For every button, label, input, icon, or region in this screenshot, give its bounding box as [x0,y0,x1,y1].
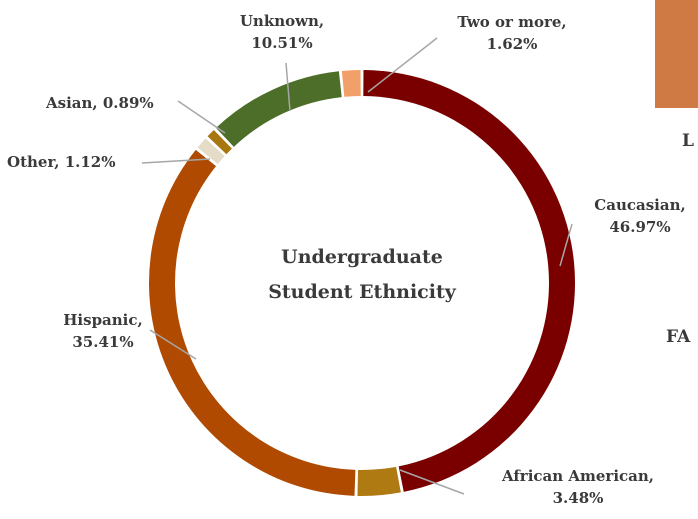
thumbnail-image [655,0,698,108]
data-label-unknown: Unknown, [240,12,324,30]
slice-african-american [357,466,401,496]
chart-title-line-2: Student Ethnicity [268,281,457,303]
slice-unknown [216,71,342,147]
slice-asian [207,129,232,155]
data-label-value-unknown: 10.51% [251,34,312,52]
data-label-hispanic: Hispanic, [63,311,142,329]
leader-line-african-american [399,469,465,495]
data-label-asian: Asian, 0.89% [45,94,154,112]
leader-line-two-or-more [367,37,438,93]
chart-title-line-1: Undergraduate [281,246,443,268]
slice-caucasian [363,70,575,492]
edge-text-fa: FA [666,327,691,347]
data-label-caucasian: Caucasian, [594,196,685,214]
leader-line-hispanic [149,329,197,360]
slice-other [197,138,225,165]
data-label-other: Other, 1.12% [7,153,116,171]
slice-two-or-more [341,70,361,97]
leader-line-unknown [285,62,291,112]
data-label-value-two-or-more: 1.62% [487,35,538,53]
edge-letter-l: L [682,131,694,151]
data-label-value-african-american: 3.48% [553,489,604,507]
leader-line-asian [177,100,226,134]
leader-lines-group [141,37,573,495]
data-label-african-american: African American, [501,467,654,485]
leader-line-other [141,158,211,164]
slice-hispanic [148,149,356,496]
data-label-value-caucasian: 46.97% [609,218,670,236]
data-label-value-hispanic: 35.41% [72,333,133,351]
data-labels-group: Caucasian, 46.97% African American, 3.48% Hi… [7,12,686,507]
slices-group [148,70,575,496]
leader-line-caucasian [559,223,573,267]
data-label-two-or-more: Two or more, [457,13,566,31]
